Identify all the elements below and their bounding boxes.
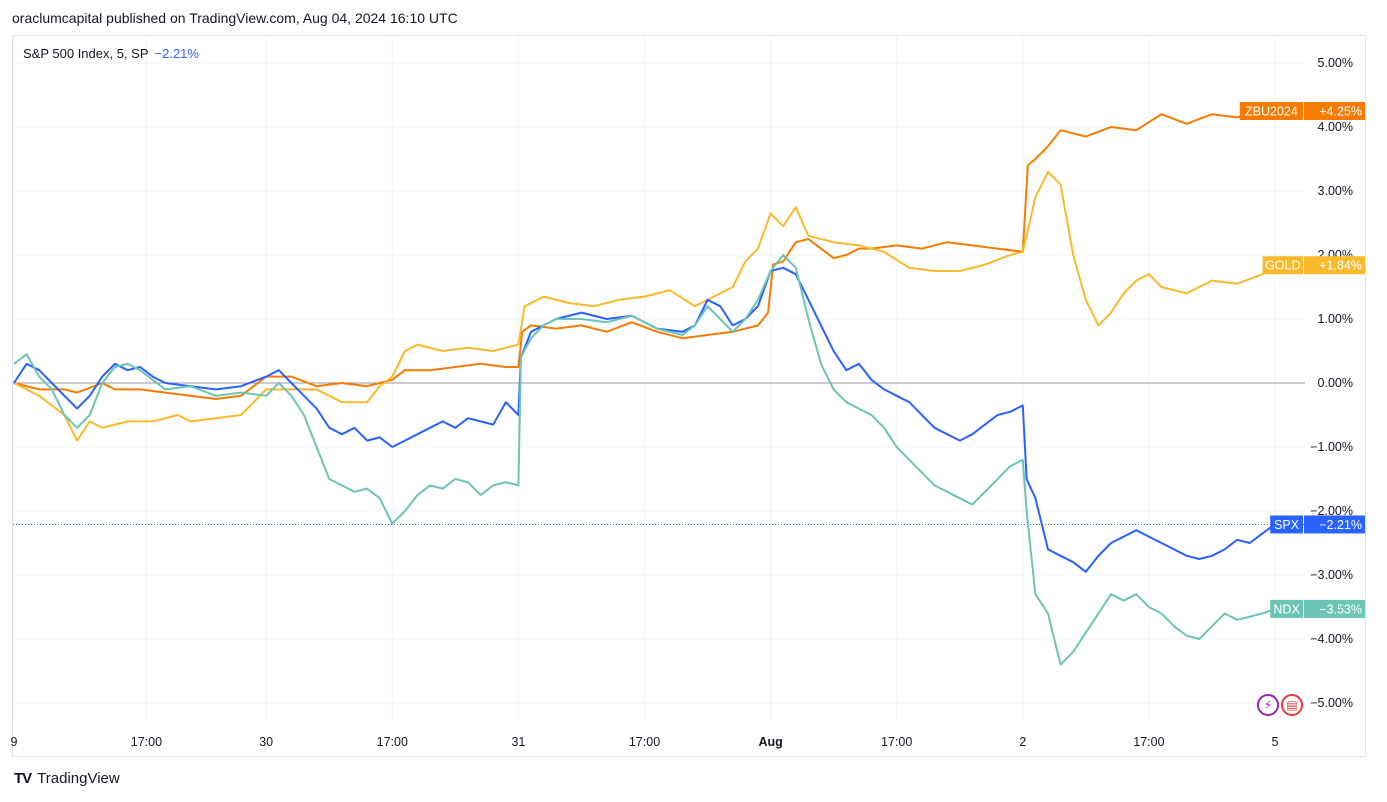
legend-symbol: S&P 500 Index, 5, SP [23,46,149,61]
series-value-tag-gold [1304,256,1365,275]
tradingview-logo-icon: TV [14,770,32,787]
series-line-spx [13,266,1276,573]
series-tag-name: NDX [1273,602,1300,616]
x-tick-label: 2 [1019,735,1026,749]
series-value-tag-ndx [1304,599,1365,618]
series-tag-spx [1270,515,1303,534]
series-tag-name: GOLD [1265,259,1300,273]
y-axis: 5.00%4.00%3.00%2.00%1.00%0.00%−1.00%−2.0… [1310,56,1353,710]
series-value-label: +1.84% [1319,259,1362,273]
series-value-label: −2.21% [1319,518,1362,532]
series-tag-name: SPX [1274,518,1300,532]
publish-header: oraclumcapital published on TradingView.… [12,10,458,26]
bolt-icon[interactable]: ⚡ [1257,694,1279,716]
y-tick-label: −1.00% [1310,440,1353,454]
series-value-tag-zbu2024 [1304,102,1365,120]
x-tick-label: 17:00 [131,735,162,749]
x-tick-label: 9 [11,735,18,749]
chart-badges[interactable]: ⚡ ▤ [1257,694,1303,716]
footer-brand[interactable]: TV TradingView [14,770,120,787]
y-tick-label: 4.00% [1318,120,1353,134]
y-tick-label: 5.00% [1318,56,1353,70]
chart-grid [13,36,1305,720]
chart-legend[interactable]: S&P 500 Index, 5, SP −2.21% [23,46,199,61]
flag-icon[interactable]: ▤ [1281,694,1303,716]
series-value-label: +4.25% [1319,105,1362,119]
series-tag-ndx [1270,599,1303,618]
series-tags: ZBU2024 +4.25% GOLD +1.84% SPX −2.21% NDX −3.53… [1239,102,1365,618]
series-value-label: −3.53% [1319,602,1362,616]
series-tag-name: ZBU2024 [1245,105,1298,119]
chart-series [13,110,1276,666]
x-tick-label: 31 [511,735,525,749]
x-tick-label: Aug [758,735,782,749]
y-tick-label: −2.00% [1310,504,1353,518]
brand-label: TradingView [37,770,120,787]
series-line-gold [13,170,1276,442]
x-tick-label: 30 [259,735,273,749]
zero-line [13,382,1305,525]
series-value-tag-spx [1304,515,1365,534]
y-tick-label: 3.00% [1318,184,1353,198]
y-tick-label: −5.00% [1310,696,1353,710]
series-line-ndx [13,254,1276,666]
y-tick-label: 0.00% [1318,376,1353,390]
x-tick-label: 17:00 [1133,735,1164,749]
series-line-zbu2024 [13,110,1275,400]
legend-change: −2.21% [154,46,199,61]
x-tick-label: 17:00 [377,735,408,749]
x-tick-label: 5 [1272,735,1279,749]
x-axis: 9 17:00 30 17:00 31 17:00 Aug 17:00 2 17:00 5 [11,735,1279,749]
chart-frame [12,35,1366,757]
y-tick-label: −4.00% [1310,632,1353,646]
y-tick-label: −3.00% [1310,568,1353,582]
y-tick-label: 1.00% [1318,312,1353,326]
x-tick-label: 17:00 [881,735,912,749]
x-tick-label: 17:00 [629,735,660,749]
series-tag-gold [1262,256,1303,275]
series-tag-zbu2024 [1239,102,1303,120]
